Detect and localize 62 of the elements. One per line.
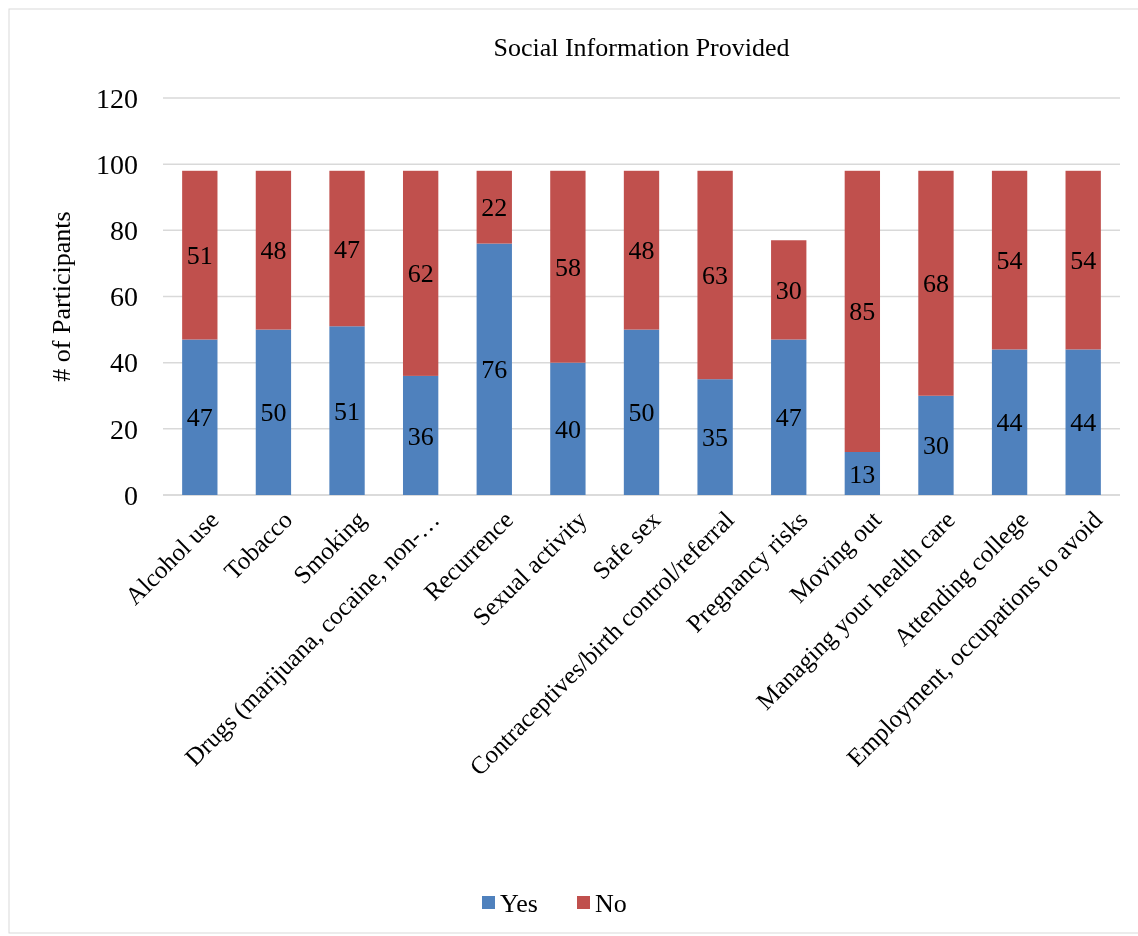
data-label: 58	[554, 252, 581, 282]
chart-title: Social Information Provided	[493, 33, 790, 62]
data-label: 51	[334, 396, 361, 426]
data-label: 62	[407, 259, 434, 289]
bar	[550, 170, 586, 363]
bar	[182, 339, 218, 495]
data-label: 13	[849, 459, 876, 489]
bar	[991, 170, 1028, 350]
data-label: 30	[775, 275, 802, 305]
data-label: 36	[407, 421, 434, 451]
data-label: 54	[1070, 246, 1097, 276]
bar	[550, 362, 586, 495]
bar	[697, 170, 733, 380]
data-label: 54	[996, 246, 1023, 276]
y-tick-label: 80	[110, 215, 138, 247]
data-label: 22	[481, 193, 508, 223]
bar	[1065, 349, 1101, 495]
bar	[255, 170, 292, 330]
y-tick-label: 0	[124, 479, 138, 511]
data-label: 44	[1070, 408, 1097, 438]
bar	[918, 395, 954, 495]
bar	[918, 170, 954, 396]
data-label: 44	[996, 408, 1023, 438]
data-label: 50	[260, 398, 287, 428]
bar	[991, 349, 1028, 495]
y-tick-label: 40	[110, 347, 138, 379]
data-label: 48	[628, 236, 655, 266]
data-label: 68	[922, 269, 949, 299]
legend-label: Yes	[500, 889, 538, 919]
bar	[623, 329, 660, 495]
legend-label: No	[595, 889, 627, 919]
bar	[1065, 170, 1101, 350]
bar	[402, 170, 439, 376]
data-label: 48	[260, 236, 287, 266]
bar	[402, 375, 439, 495]
bar	[844, 170, 881, 452]
bar	[329, 326, 365, 495]
data-label: 30	[922, 431, 949, 461]
data-label: 63	[702, 261, 729, 291]
data-label: 51	[186, 241, 213, 271]
y-tick-label: 20	[110, 413, 138, 445]
y-tick-label: 100	[96, 148, 138, 180]
y-axis-title: # of Participants	[47, 211, 76, 382]
data-label: 50	[628, 398, 655, 428]
bar	[476, 170, 512, 244]
y-tick-label: 60	[110, 281, 138, 313]
data-label: 76	[481, 355, 508, 385]
bar	[697, 379, 733, 495]
bar	[771, 240, 807, 340]
data-label: 47	[186, 403, 213, 433]
bar	[182, 170, 218, 340]
data-label: 47	[334, 234, 361, 264]
bar	[771, 339, 807, 495]
data-label: 35	[702, 423, 729, 453]
bar	[255, 329, 292, 495]
data-label: 40	[554, 414, 581, 444]
bar	[623, 170, 660, 330]
bar	[476, 243, 512, 495]
bar	[329, 170, 365, 327]
y-tick-label: 120	[96, 82, 138, 114]
data-label: 47	[775, 403, 802, 433]
data-label: 85	[849, 297, 876, 327]
